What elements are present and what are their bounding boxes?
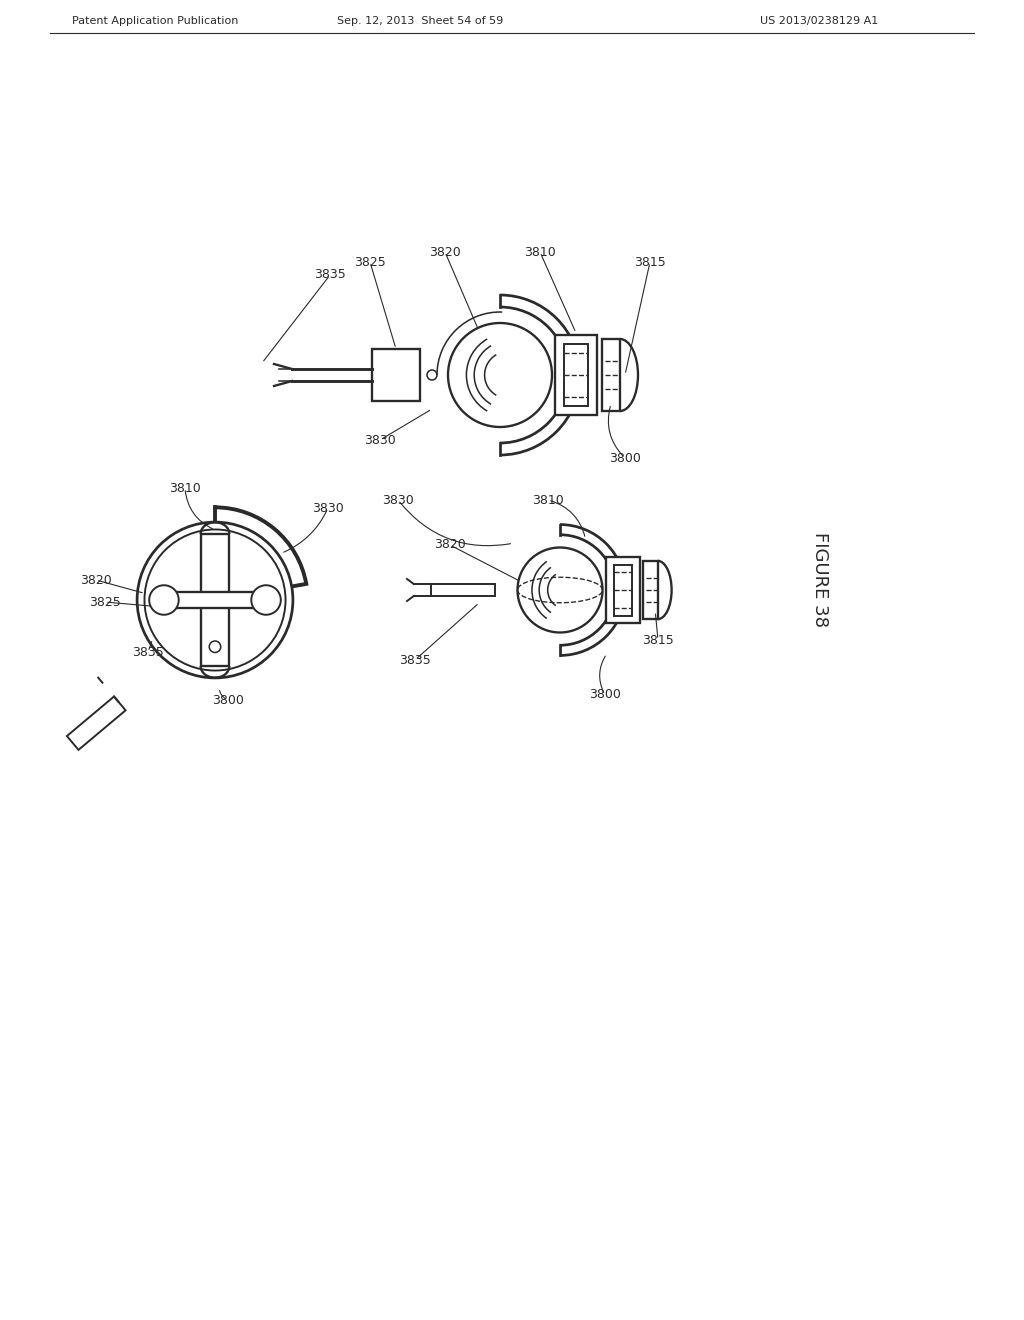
Bar bbox=[372, 348, 420, 401]
Text: 3825: 3825 bbox=[354, 256, 386, 268]
Bar bbox=[606, 557, 640, 623]
Circle shape bbox=[150, 585, 179, 615]
Bar bbox=[201, 533, 229, 667]
Text: 3830: 3830 bbox=[382, 494, 414, 507]
Circle shape bbox=[517, 548, 602, 632]
Text: 3800: 3800 bbox=[609, 451, 641, 465]
Text: 3830: 3830 bbox=[365, 433, 396, 446]
Circle shape bbox=[137, 523, 293, 678]
Circle shape bbox=[449, 323, 552, 426]
Text: 3810: 3810 bbox=[524, 246, 556, 259]
Bar bbox=[613, 565, 632, 615]
Text: 3815: 3815 bbox=[634, 256, 666, 268]
Circle shape bbox=[209, 642, 221, 652]
Text: 3800: 3800 bbox=[212, 693, 244, 706]
Text: 3815: 3815 bbox=[642, 634, 674, 647]
Bar bbox=[564, 345, 588, 407]
Text: 3835: 3835 bbox=[132, 645, 164, 659]
Text: 3830: 3830 bbox=[312, 502, 344, 515]
Bar bbox=[555, 335, 597, 414]
Text: 3810: 3810 bbox=[532, 494, 564, 507]
Text: Sep. 12, 2013  Sheet 54 of 59: Sep. 12, 2013 Sheet 54 of 59 bbox=[337, 16, 503, 26]
Text: 3820: 3820 bbox=[429, 246, 461, 259]
Text: 3835: 3835 bbox=[399, 653, 431, 667]
Text: 3820: 3820 bbox=[80, 573, 112, 586]
Text: 3820: 3820 bbox=[434, 539, 466, 552]
Bar bbox=[602, 339, 620, 411]
Text: 3800: 3800 bbox=[589, 689, 621, 701]
Text: 3835: 3835 bbox=[314, 268, 346, 281]
Text: FIGURE 38: FIGURE 38 bbox=[811, 532, 829, 627]
Bar bbox=[431, 583, 495, 595]
Text: Patent Application Publication: Patent Application Publication bbox=[72, 16, 239, 26]
Text: 3825: 3825 bbox=[89, 595, 121, 609]
Text: 3810: 3810 bbox=[169, 482, 201, 495]
Bar bbox=[157, 591, 273, 609]
Bar bbox=[67, 697, 126, 750]
Circle shape bbox=[427, 370, 437, 380]
Text: US 2013/0238129 A1: US 2013/0238129 A1 bbox=[760, 16, 879, 26]
Circle shape bbox=[251, 585, 281, 615]
Bar bbox=[643, 561, 657, 619]
